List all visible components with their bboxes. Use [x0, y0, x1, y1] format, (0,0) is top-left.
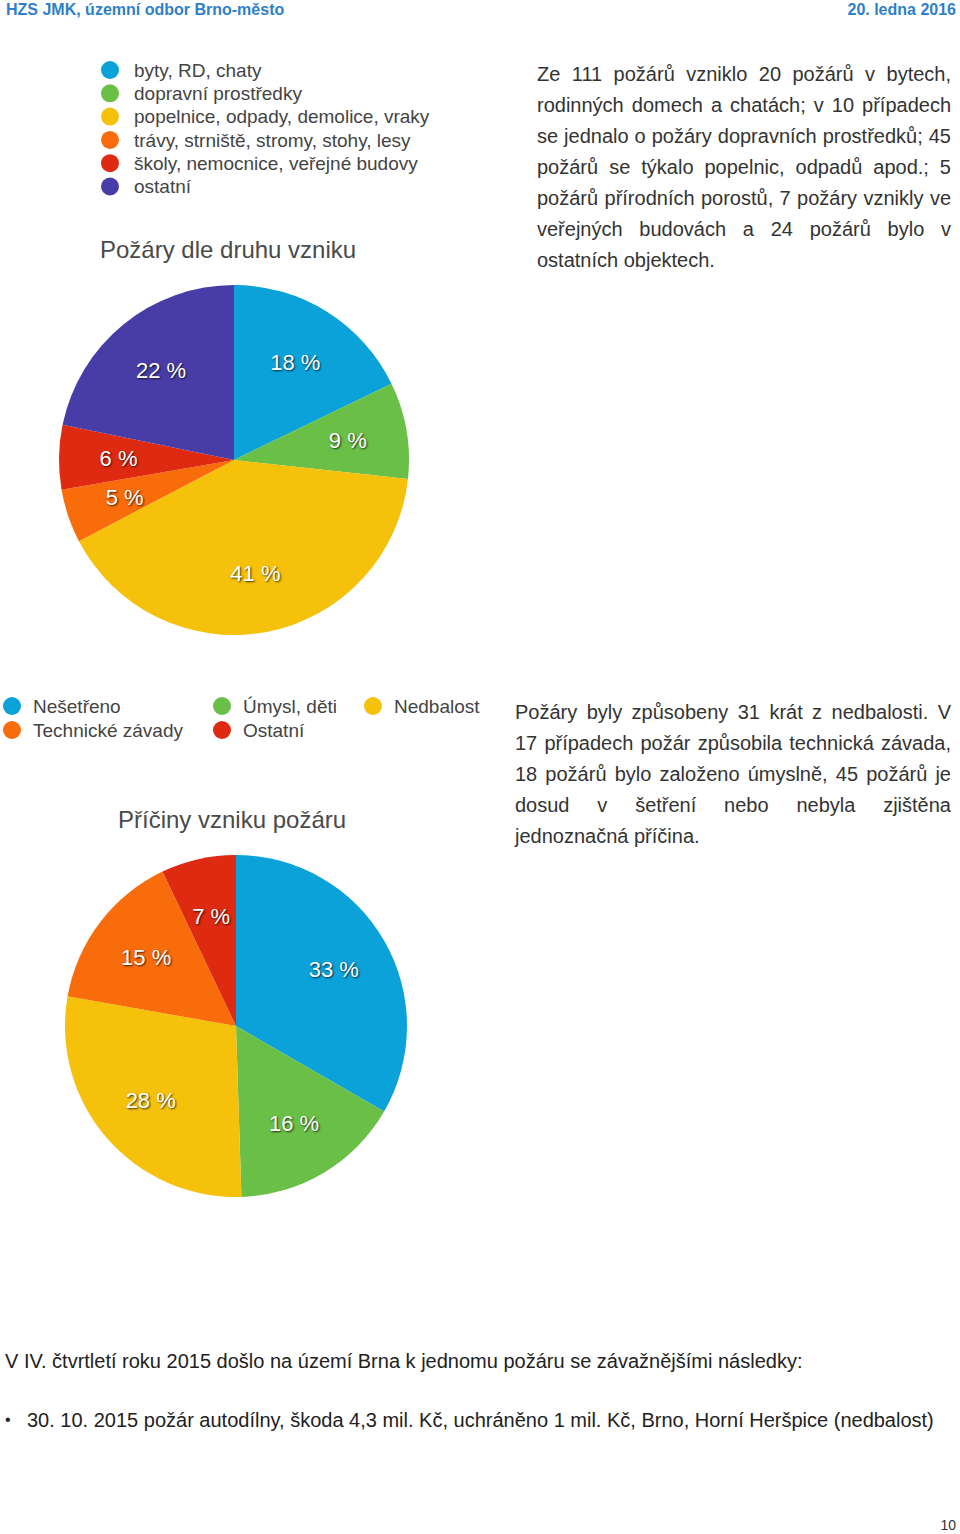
pie: 18 % 9 % 41 % 5 % 6 % 22 % [59, 285, 409, 635]
pie-slice [63, 285, 234, 460]
paragraph: Ze 111 požárů vzniklo 20 požárů v bytech… [537, 59, 951, 276]
legend: byty, RD, chatydopravní prostředkypopeln… [101, 60, 430, 198]
charts: byty, RD, chatydopravní prostředkypopeln… [0, 0, 960, 1534]
data-label: 22 % [136, 358, 186, 383]
legend-swatch [101, 131, 119, 149]
header-date: 20. ledna 2016 [847, 1, 956, 19]
chart-title: Příčiny vzniku požáru [118, 806, 346, 833]
legend-swatch [3, 721, 21, 739]
data-label: 5 % [106, 485, 144, 510]
legend-swatch [213, 721, 231, 739]
legend-label: ostatní [134, 176, 192, 197]
legend-swatch [101, 61, 119, 79]
chart-title: Požáry dle druhu vzniku [100, 236, 356, 263]
header-left: HZS JMK, územní odbor Brno-město [6, 1, 284, 19]
summary: V IV. čtvrtletí roku 2015 došlo na území… [5, 1350, 802, 1373]
legend-label: Nedbalost [394, 696, 480, 717]
data-label: 28 % [126, 1088, 176, 1113]
legend-swatch [213, 697, 231, 715]
data-label: 18 % [270, 350, 320, 375]
legend-swatch [3, 697, 21, 715]
legend-label: Nešetřeno [33, 696, 121, 717]
legend-label: Ostatní [243, 720, 305, 741]
pie-slice [163, 855, 236, 1026]
legend: Nešetřeno Úmysl, děti Nedbalost Technické z… [3, 696, 480, 741]
legend-swatch [101, 154, 119, 172]
data-label: 16 % [269, 1111, 319, 1136]
data-label: 9 % [329, 428, 367, 453]
legend-label: Technické závady [33, 720, 183, 741]
legend-swatch [101, 178, 119, 196]
data-label: 6 % [100, 446, 138, 471]
legend-label: popelnice, odpady, demolice, vraky [134, 106, 430, 127]
pie-chart: byty, RD, chatydopravní prostředkypopeln… [59, 60, 430, 635]
pie-slice [236, 1026, 384, 1197]
incident-list: 30. 10. 2015 požár autodílny, škoda 4,3 … [5, 1405, 957, 1435]
legend-label: byty, RD, chaty [134, 60, 262, 81]
page-number: 10 [940, 1517, 956, 1533]
legend-label: Úmysl, děti [243, 696, 337, 717]
paragraph: Požáry byly způsobeny 31 krát z nedbalos… [515, 697, 951, 852]
data-label: 41 % [230, 561, 280, 586]
data-label: 15 % [121, 945, 171, 970]
pie-slice [65, 996, 241, 1197]
legend-label: trávy, strniště, stromy, stohy, lesy [134, 130, 411, 151]
data-label: 33 % [309, 957, 359, 982]
pie: 33 % 16 % 28 % 15 % 7 % [65, 855, 407, 1197]
legend-label: školy, nemocnice, veřejné budovy [134, 153, 418, 174]
legend-swatch [101, 108, 119, 126]
legend-swatch [101, 84, 119, 102]
legend-swatch [364, 697, 382, 715]
incident: 30. 10. 2015 požár autodílny, škoda 4,3 … [5, 1405, 957, 1435]
pie-slice [79, 460, 408, 635]
legend-label: dopravní prostředky [134, 83, 302, 104]
data-label: 7 % [192, 904, 230, 929]
pie-chart: Nešetřeno Úmysl, děti Nedbalost Technické z… [3, 696, 480, 1197]
